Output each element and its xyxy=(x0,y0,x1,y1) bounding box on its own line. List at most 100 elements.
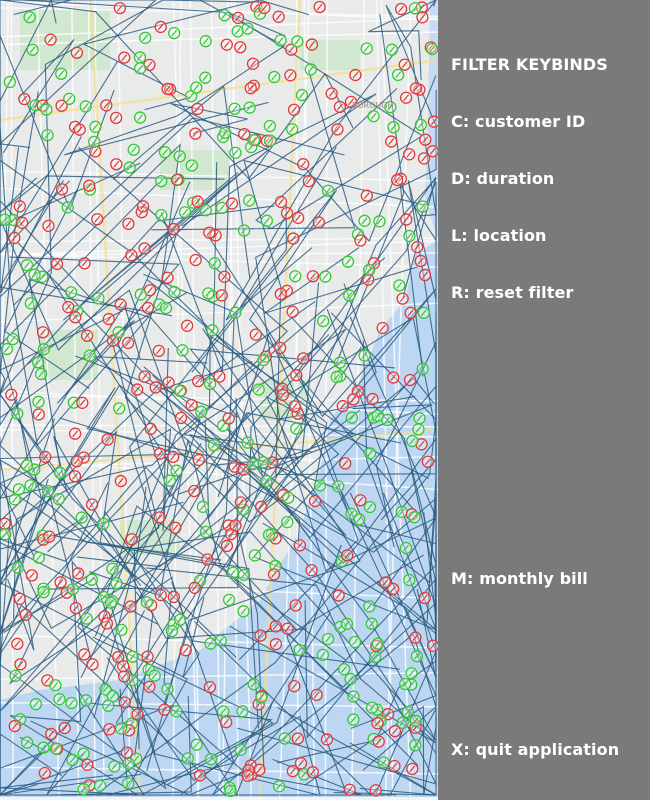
dropoff-marker-icon[interactable] xyxy=(400,213,413,226)
pickup-marker-icon[interactable] xyxy=(229,146,242,159)
dropoff-marker-icon[interactable] xyxy=(276,388,290,402)
pickup-marker-icon[interactable] xyxy=(409,714,422,727)
dropoff-marker-icon[interactable] xyxy=(39,450,52,464)
dropoff-marker-icon[interactable] xyxy=(174,411,188,425)
dropoff-marker-icon[interactable] xyxy=(14,658,27,671)
pickup-marker-icon[interactable] xyxy=(155,208,168,222)
dropoff-marker-icon[interactable] xyxy=(143,680,156,693)
pickup-marker-icon[interactable] xyxy=(106,562,119,575)
pickup-marker-icon[interactable] xyxy=(401,705,415,719)
dropoff-marker-icon[interactable] xyxy=(426,145,438,158)
pickup-marker-icon[interactable] xyxy=(20,259,34,272)
pickup-marker-icon[interactable] xyxy=(341,255,355,268)
dropoff-marker-icon[interactable] xyxy=(0,517,11,530)
pickup-marker-icon[interactable] xyxy=(286,123,299,136)
dropoff-marker-icon[interactable] xyxy=(8,719,21,733)
dropoff-marker-icon[interactable] xyxy=(149,381,162,394)
pickup-marker-icon[interactable] xyxy=(195,405,208,418)
dropoff-marker-icon[interactable] xyxy=(366,392,379,406)
pickup-marker-icon[interactable] xyxy=(260,475,273,488)
dropoff-marker-icon[interactable] xyxy=(138,242,151,255)
dropoff-marker-icon[interactable] xyxy=(100,99,113,112)
dropoff-marker-icon[interactable] xyxy=(254,629,267,642)
pickup-marker-icon[interactable] xyxy=(26,43,39,56)
pickup-marker-icon[interactable] xyxy=(35,367,48,381)
pickup-marker-icon[interactable] xyxy=(64,286,78,299)
dropoff-marker-icon[interactable] xyxy=(192,453,205,467)
pickup-marker-icon[interactable] xyxy=(214,634,227,647)
dropoff-marker-icon[interactable] xyxy=(109,111,123,124)
dropoff-marker-icon[interactable] xyxy=(89,145,102,158)
dropoff-marker-icon[interactable] xyxy=(274,287,287,301)
dropoff-marker-icon[interactable] xyxy=(68,427,82,440)
pickup-marker-icon[interactable] xyxy=(115,623,128,637)
dropoff-marker-icon[interactable] xyxy=(398,58,411,71)
dropoff-marker-icon[interactable] xyxy=(220,38,233,51)
pickup-marker-icon[interactable] xyxy=(125,717,139,730)
pickup-marker-icon[interactable] xyxy=(168,285,181,299)
pickup-marker-icon[interactable] xyxy=(290,422,303,435)
pickup-marker-icon[interactable] xyxy=(163,474,177,487)
pickup-marker-icon[interactable] xyxy=(247,678,260,691)
dropoff-marker-icon[interactable] xyxy=(117,670,131,683)
pickup-marker-icon[interactable] xyxy=(363,263,376,277)
dropoff-marker-icon[interactable] xyxy=(260,134,274,147)
pickup-marker-icon[interactable] xyxy=(23,10,36,24)
dropoff-marker-icon[interactable] xyxy=(209,229,222,242)
pickup-marker-icon[interactable] xyxy=(83,349,96,362)
pickup-marker-icon[interactable] xyxy=(77,783,90,796)
dropoff-marker-icon[interactable] xyxy=(86,658,99,671)
dropoff-marker-icon[interactable] xyxy=(131,383,144,396)
pickup-marker-icon[interactable] xyxy=(114,722,128,735)
dropoff-marker-icon[interactable] xyxy=(13,200,26,213)
pickup-marker-icon[interactable] xyxy=(295,88,309,102)
pickup-marker-icon[interactable] xyxy=(40,103,53,116)
pickup-marker-icon[interactable] xyxy=(358,349,371,362)
dropoff-marker-icon[interactable] xyxy=(112,650,125,664)
pickup-marker-icon[interactable] xyxy=(416,200,429,213)
dropoff-marker-icon[interactable] xyxy=(399,91,413,104)
pickup-marker-icon[interactable] xyxy=(377,756,390,769)
pickup-marker-icon[interactable] xyxy=(363,447,377,460)
dropoff-marker-icon[interactable] xyxy=(32,408,45,421)
dropoff-marker-icon[interactable] xyxy=(43,530,56,543)
dropoff-marker-icon[interactable] xyxy=(191,195,204,208)
pickup-marker-icon[interactable] xyxy=(319,270,332,283)
pickup-marker-icon[interactable] xyxy=(134,288,147,301)
dropoff-marker-icon[interactable] xyxy=(306,766,319,779)
pickup-marker-icon[interactable] xyxy=(0,528,12,541)
dropoff-marker-icon[interactable] xyxy=(144,422,157,435)
pickup-marker-icon[interactable] xyxy=(395,505,408,519)
pickup-marker-icon[interactable] xyxy=(89,120,102,133)
dropoff-marker-icon[interactable] xyxy=(141,301,155,315)
pickup-marker-icon[interactable] xyxy=(316,648,330,662)
pickup-marker-icon[interactable] xyxy=(79,100,92,113)
pickup-marker-icon[interactable] xyxy=(63,92,76,105)
pickup-marker-icon[interactable] xyxy=(199,35,212,48)
dropoff-marker-icon[interactable] xyxy=(81,758,94,771)
pickup-marker-icon[interactable] xyxy=(159,301,173,315)
dropoff-marker-icon[interactable] xyxy=(188,484,201,498)
pickup-marker-icon[interactable] xyxy=(365,617,378,630)
dropoff-marker-icon[interactable] xyxy=(280,284,294,297)
dropoff-marker-icon[interactable] xyxy=(117,660,130,673)
pickup-marker-icon[interactable] xyxy=(9,669,22,682)
pickup-marker-icon[interactable] xyxy=(49,742,63,755)
pickup-marker-icon[interactable] xyxy=(304,63,317,76)
pickup-marker-icon[interactable] xyxy=(108,760,121,773)
dropoff-marker-icon[interactable] xyxy=(45,727,58,741)
dropoff-marker-icon[interactable] xyxy=(371,717,384,730)
dropoff-marker-icon[interactable] xyxy=(349,68,362,82)
dropoff-marker-icon[interactable] xyxy=(360,189,373,202)
pickup-marker-icon[interactable] xyxy=(187,196,200,209)
dropoff-marker-icon[interactable] xyxy=(354,234,367,247)
dropoff-marker-icon[interactable] xyxy=(414,254,427,268)
pickup-marker-icon[interactable] xyxy=(217,705,230,718)
dropoff-marker-icon[interactable] xyxy=(418,591,431,605)
pickup-marker-icon[interactable] xyxy=(393,279,406,292)
pickup-marker-icon[interactable] xyxy=(248,549,262,562)
dropoff-marker-icon[interactable] xyxy=(125,533,138,546)
dropoff-marker-icon[interactable] xyxy=(201,553,214,566)
pickup-marker-icon[interactable] xyxy=(112,326,125,339)
pickup-marker-icon[interactable] xyxy=(158,146,172,159)
